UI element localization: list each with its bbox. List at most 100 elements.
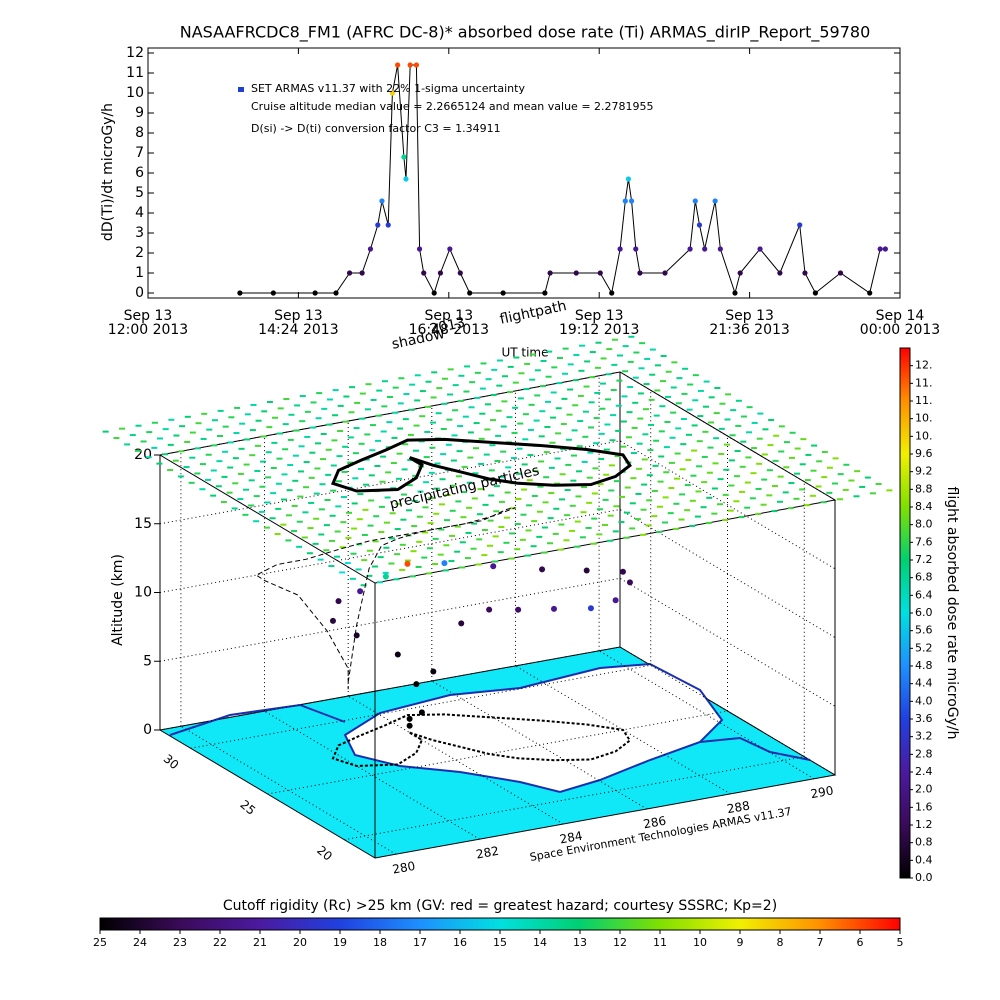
data-point: [333, 290, 339, 296]
x-tick-label: 280: [391, 859, 416, 877]
flight-point: [587, 605, 594, 612]
y-tick-label: 0: [135, 285, 144, 301]
x-tick-label: 288: [726, 798, 751, 816]
colorbar-tick-label: 9.6: [915, 447, 933, 460]
annotation: D(si) -> D(ti) conversion factor C3 = 1.…: [251, 122, 501, 135]
data-point: [687, 246, 693, 252]
colorbar-tick-label: 22: [213, 936, 227, 949]
flight-point: [406, 722, 413, 729]
y-tick-label: 11: [126, 65, 144, 81]
grid-line: [515, 665, 731, 795]
y-tick-label: 10: [126, 85, 144, 101]
z-axis-label: Altitude (km): [110, 554, 126, 646]
shadow-path: [330, 437, 632, 493]
data-point: [346, 270, 353, 276]
data-point: [692, 198, 698, 204]
colorbar-tick-label: 9: [737, 936, 744, 949]
x-tick-label: Sep 13: [424, 308, 473, 324]
data-point: [367, 246, 374, 252]
data-point: [628, 198, 635, 204]
data-point: [542, 290, 548, 296]
colorbar-tick-label: 8.0: [915, 518, 933, 531]
flight-point: [486, 606, 493, 613]
data-point: [662, 270, 668, 276]
flight-point: [539, 566, 546, 573]
colorbar-tick-label: 6.0: [915, 606, 933, 619]
colorbar-tick-label: 12.: [915, 359, 933, 372]
x-tick-label: 12:00 2013: [108, 322, 188, 338]
data-point: [597, 270, 603, 276]
data-point: [403, 176, 409, 182]
data-point: [609, 290, 615, 296]
y-axis-label: dD(Ti)/dt microGy/h: [100, 103, 116, 241]
colorbars: 0.0 0.4 0.8 1.2 1.6 2.0 2.4 2.8 3.2 3.6 4.0 4.4 4.8 5…: [93, 347, 933, 949]
data-point: [500, 290, 506, 296]
colorbar-tick-label: 8: [777, 936, 784, 949]
colorbar-tick-label: 0.0: [915, 871, 933, 884]
flight-point: [458, 620, 465, 627]
coastline: [699, 736, 811, 761]
flight-point: [430, 668, 437, 675]
y-tick-label: 6: [135, 165, 144, 181]
flight-point: [394, 651, 401, 658]
flight-point: [626, 579, 633, 586]
colorbar: [899, 347, 911, 879]
data-point: [797, 222, 803, 228]
chart-title: NASAAFRCDC8_FM1 (AFRC DC-8)* absorbed do…: [180, 23, 871, 43]
data-point: [389, 90, 395, 96]
x-tick-label: 00:00 2013: [860, 322, 940, 338]
flight-point: [335, 598, 342, 605]
annotation: 2013: [428, 315, 466, 338]
flight-point: [619, 568, 626, 575]
legend-marker: [238, 87, 244, 92]
data-point: [237, 290, 243, 296]
x-tick-label: Sep 13: [725, 308, 774, 324]
data-point: [421, 270, 427, 276]
colorbar-tick-label: 2.8: [915, 747, 933, 760]
colorbar-tick-label: 4.8: [915, 659, 933, 672]
colorbar-tick-label: 0.8: [915, 836, 933, 849]
data-point: [617, 246, 623, 252]
colorbar-tick-label: 5.2: [915, 641, 933, 654]
flight-point: [550, 605, 557, 612]
flight-point: [515, 606, 522, 613]
flight-point: [583, 567, 590, 574]
x-tick-label: Sep 14: [876, 308, 925, 324]
data-point: [573, 270, 579, 276]
grid-line: [264, 710, 480, 840]
data-point: [547, 270, 553, 276]
colorbar-tick-label: 12: [613, 936, 627, 949]
data-point: [625, 176, 632, 182]
data-point: [702, 246, 708, 252]
data-point: [757, 246, 763, 252]
x-tick-label: 286: [642, 814, 667, 832]
data-point: [379, 198, 385, 204]
flight-point: [490, 563, 497, 570]
colorbar-tick-label: 6: [857, 936, 864, 949]
data-point: [395, 62, 401, 68]
y-tick-label: 5: [135, 185, 144, 201]
data-point: [413, 62, 420, 68]
data-point: [375, 222, 381, 228]
colorbar-tick-label: 1.6: [915, 800, 933, 813]
flight-point: [382, 573, 389, 580]
colorbar-tick-label: 0.4: [915, 853, 933, 866]
colorbar-tick-label: 11.: [915, 394, 933, 407]
colorbar-tick-label: 23: [173, 936, 187, 949]
colorbar-tick-label: 4.4: [915, 677, 933, 690]
data-point: [359, 270, 365, 276]
data-point: [431, 290, 437, 296]
data-point: [882, 246, 888, 252]
flight-point: [353, 632, 360, 639]
colorbar-tick-label: 4.0: [915, 694, 933, 707]
colorbar-tick-label: 3.6: [915, 712, 933, 725]
ground-path: [331, 713, 632, 768]
y-tick-label: 4: [135, 205, 144, 221]
flight-point: [329, 617, 336, 624]
flight-point: [441, 560, 448, 567]
grid-line: [347, 695, 564, 825]
x-tick-label: 282: [475, 844, 500, 862]
grid-line: [180, 725, 397, 855]
data-point: [712, 198, 718, 204]
